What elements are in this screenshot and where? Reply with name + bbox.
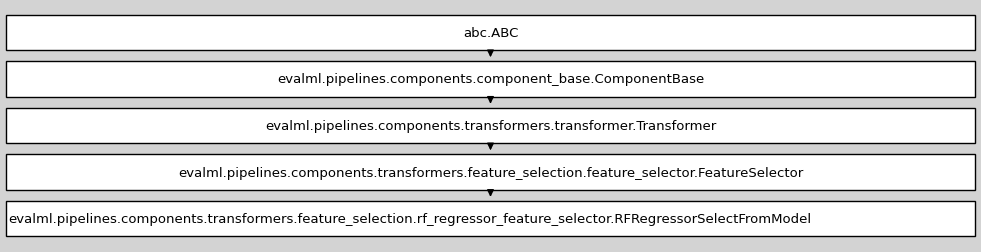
Bar <box>6 108 975 144</box>
Bar <box>6 155 975 190</box>
Bar <box>6 62 975 97</box>
Text: evalml.pipelines.components.transformers.feature_selection.rf_regressor_feature_: evalml.pipelines.components.transformers… <box>8 212 811 225</box>
Bar <box>6 16 975 51</box>
Bar <box>6 201 975 236</box>
Text: evalml.pipelines.components.component_base.ComponentBase: evalml.pipelines.components.component_ba… <box>277 73 704 86</box>
Text: evalml.pipelines.components.transformers.feature_selection.feature_selector.Feat: evalml.pipelines.components.transformers… <box>178 166 803 179</box>
Text: evalml.pipelines.components.transformers.transformer.Transformer: evalml.pipelines.components.transformers… <box>265 119 716 133</box>
Text: abc.ABC: abc.ABC <box>463 27 518 40</box>
